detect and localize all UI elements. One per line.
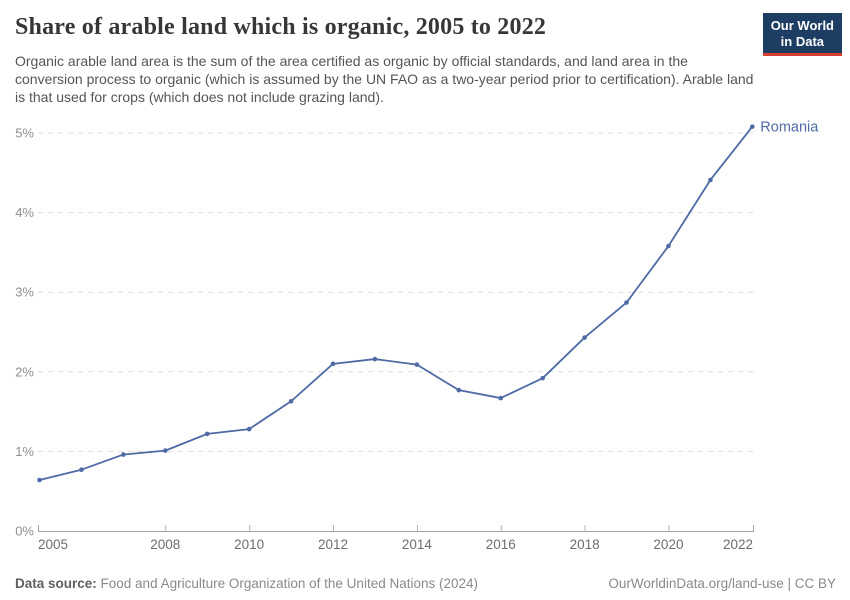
attribution-link[interactable]: OurWorldinData.org/land-use | CC BY	[608, 576, 836, 591]
x-axis-label: 2008	[150, 537, 180, 552]
data-point	[37, 477, 42, 483]
data-point	[121, 452, 126, 457]
owid-logo-line2: in Data	[780, 33, 825, 49]
x-axis-label: 2018	[570, 537, 600, 552]
data-point	[414, 362, 420, 367]
data-point	[204, 431, 210, 437]
data-point	[246, 426, 252, 432]
data-source: Data source: Food and Agriculture Organi…	[15, 576, 478, 591]
data-source-text: Food and Agriculture Organization of the…	[96, 576, 479, 591]
x-axis-label: 2012	[318, 537, 348, 552]
data-point	[708, 177, 713, 183]
data-line	[38, 125, 754, 481]
data-point	[624, 300, 629, 305]
line-chart: 0% 1% 2% 3% 4% 5% 2005 2008 2010 2012 2014 2016 2018…	[15, 120, 819, 552]
x-axis-label: 2005	[38, 537, 68, 552]
data-point	[750, 124, 755, 129]
y-axis-label: 2%	[15, 364, 34, 379]
chart-header: Share of arable land which is organic, 2…	[15, 14, 755, 107]
chart-footer: Data source: Food and Agriculture Organi…	[15, 576, 836, 591]
x-axis-label: 2016	[486, 537, 516, 552]
y-axis-label: 3%	[15, 285, 34, 300]
x-axis-label: 2010	[234, 537, 264, 552]
y-axis-label: 1%	[15, 444, 34, 459]
owid-logo-line1: Our World	[770, 18, 834, 33]
data-point	[79, 467, 84, 473]
x-axis-label: 2020	[653, 537, 683, 552]
x-axis-label: 2014	[402, 537, 433, 552]
data-point	[498, 395, 504, 401]
data-point	[288, 398, 294, 404]
data-point	[372, 356, 378, 362]
series-label-romania[interactable]: Romania	[760, 120, 819, 136]
data-point	[540, 375, 545, 381]
x-axis-label: 2022	[723, 537, 753, 552]
y-axis-label: 0%	[15, 524, 34, 539]
data-point	[666, 243, 671, 249]
data-source-label: Data source:	[15, 576, 97, 591]
data-point	[582, 335, 587, 340]
page-title: Share of arable land which is organic, 2…	[15, 14, 547, 40]
data-point	[330, 361, 336, 367]
y-axis-label: 4%	[15, 205, 34, 220]
data-point	[456, 387, 462, 393]
owid-logo[interactable]: Our World in Data	[762, 13, 842, 57]
page-subtitle: Organic arable land area is the sum of t…	[15, 53, 754, 106]
y-axis-label: 5%	[15, 126, 34, 141]
data-point	[162, 448, 168, 453]
